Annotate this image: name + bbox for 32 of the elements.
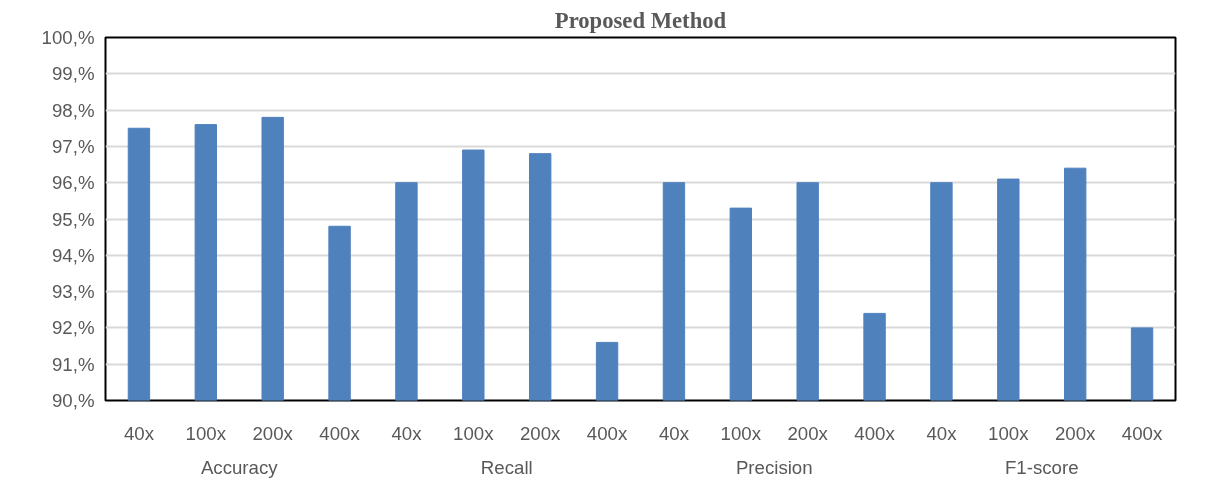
x-tick-label: 40x bbox=[658, 422, 690, 444]
y-tick-label: 99,% bbox=[51, 63, 95, 85]
y-tick-label: 93,% bbox=[51, 281, 95, 303]
y-tick-label: 92,% bbox=[51, 317, 95, 339]
text: F1-score bbox=[1004, 456, 1079, 478]
x-tick-label: 200x bbox=[252, 422, 294, 444]
x-tick-label: 40x bbox=[926, 422, 958, 444]
text: Accuracy bbox=[200, 456, 279, 478]
y-tick-label: 94,% bbox=[51, 244, 95, 266]
y-tick-label: 97,% bbox=[51, 135, 95, 157]
y-tick-label: 95,% bbox=[51, 208, 95, 230]
x-tick-label: 40x bbox=[123, 422, 155, 444]
text: Recall bbox=[480, 456, 533, 478]
x-tick-label: 200x bbox=[519, 422, 562, 444]
x-tick-label: 400x bbox=[586, 422, 628, 444]
x-tick-label: 400x bbox=[319, 422, 361, 444]
x-tick-label: 200x bbox=[1054, 422, 1097, 444]
x-tick-label: 200x bbox=[787, 422, 829, 444]
y-tick-label: 91,% bbox=[51, 353, 95, 375]
text: Precision bbox=[735, 456, 813, 478]
x-tick-label: 100x bbox=[453, 422, 495, 444]
x-tick-label: 100x bbox=[988, 422, 1030, 444]
y-tick-label: 100,% bbox=[41, 27, 95, 48]
y-tick-label: 90,% bbox=[51, 390, 95, 411]
x-tick-label: 40x bbox=[391, 422, 423, 444]
y-tick-label: 98,% bbox=[51, 99, 95, 121]
y-tick-label: 96,% bbox=[51, 172, 95, 194]
chart-title: Proposed Method bbox=[554, 7, 727, 33]
x-tick-label: 100x bbox=[185, 422, 227, 444]
x-tick-label: 100x bbox=[720, 422, 762, 444]
x-tick-label: 400x bbox=[854, 422, 896, 444]
x-tick-label: 400x bbox=[1121, 422, 1163, 444]
